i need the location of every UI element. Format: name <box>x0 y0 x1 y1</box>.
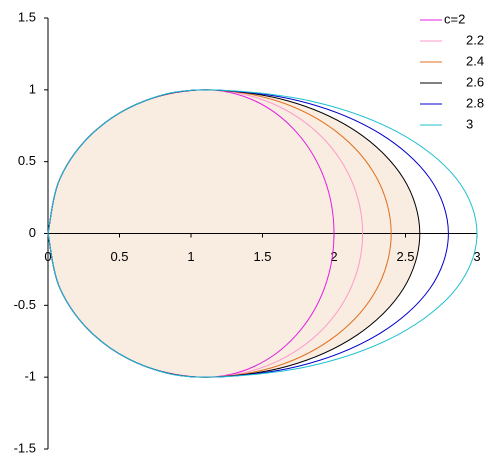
legend-label: c=2 <box>444 11 465 26</box>
x-tick-label: 1 <box>187 249 194 264</box>
legend-label: 2.4 <box>466 53 484 68</box>
legend-label: 2.2 <box>466 32 484 47</box>
y-tick-label: 1.5 <box>18 9 36 24</box>
y-tick-label: -1 <box>24 369 36 384</box>
x-tick-label: 2.5 <box>396 249 414 264</box>
y-tick-label: -1.5 <box>14 440 36 455</box>
y-tick-label: 0 <box>29 225 36 240</box>
x-tick-label: 2 <box>330 249 337 264</box>
x-tick-label: 1.5 <box>253 249 271 264</box>
x-tick-label: 0 <box>44 249 51 264</box>
y-tick-label: 1 <box>29 81 36 96</box>
legend-label: 2.6 <box>466 74 484 89</box>
legend-label: 2.8 <box>466 95 484 110</box>
legend-label: 3 <box>466 116 473 131</box>
x-tick-label: 0.5 <box>110 249 128 264</box>
x-tick-label: 3 <box>473 249 480 264</box>
y-tick-label: 0.5 <box>18 153 36 168</box>
y-tick-label: -0.5 <box>14 297 36 312</box>
curve <box>47 89 478 378</box>
